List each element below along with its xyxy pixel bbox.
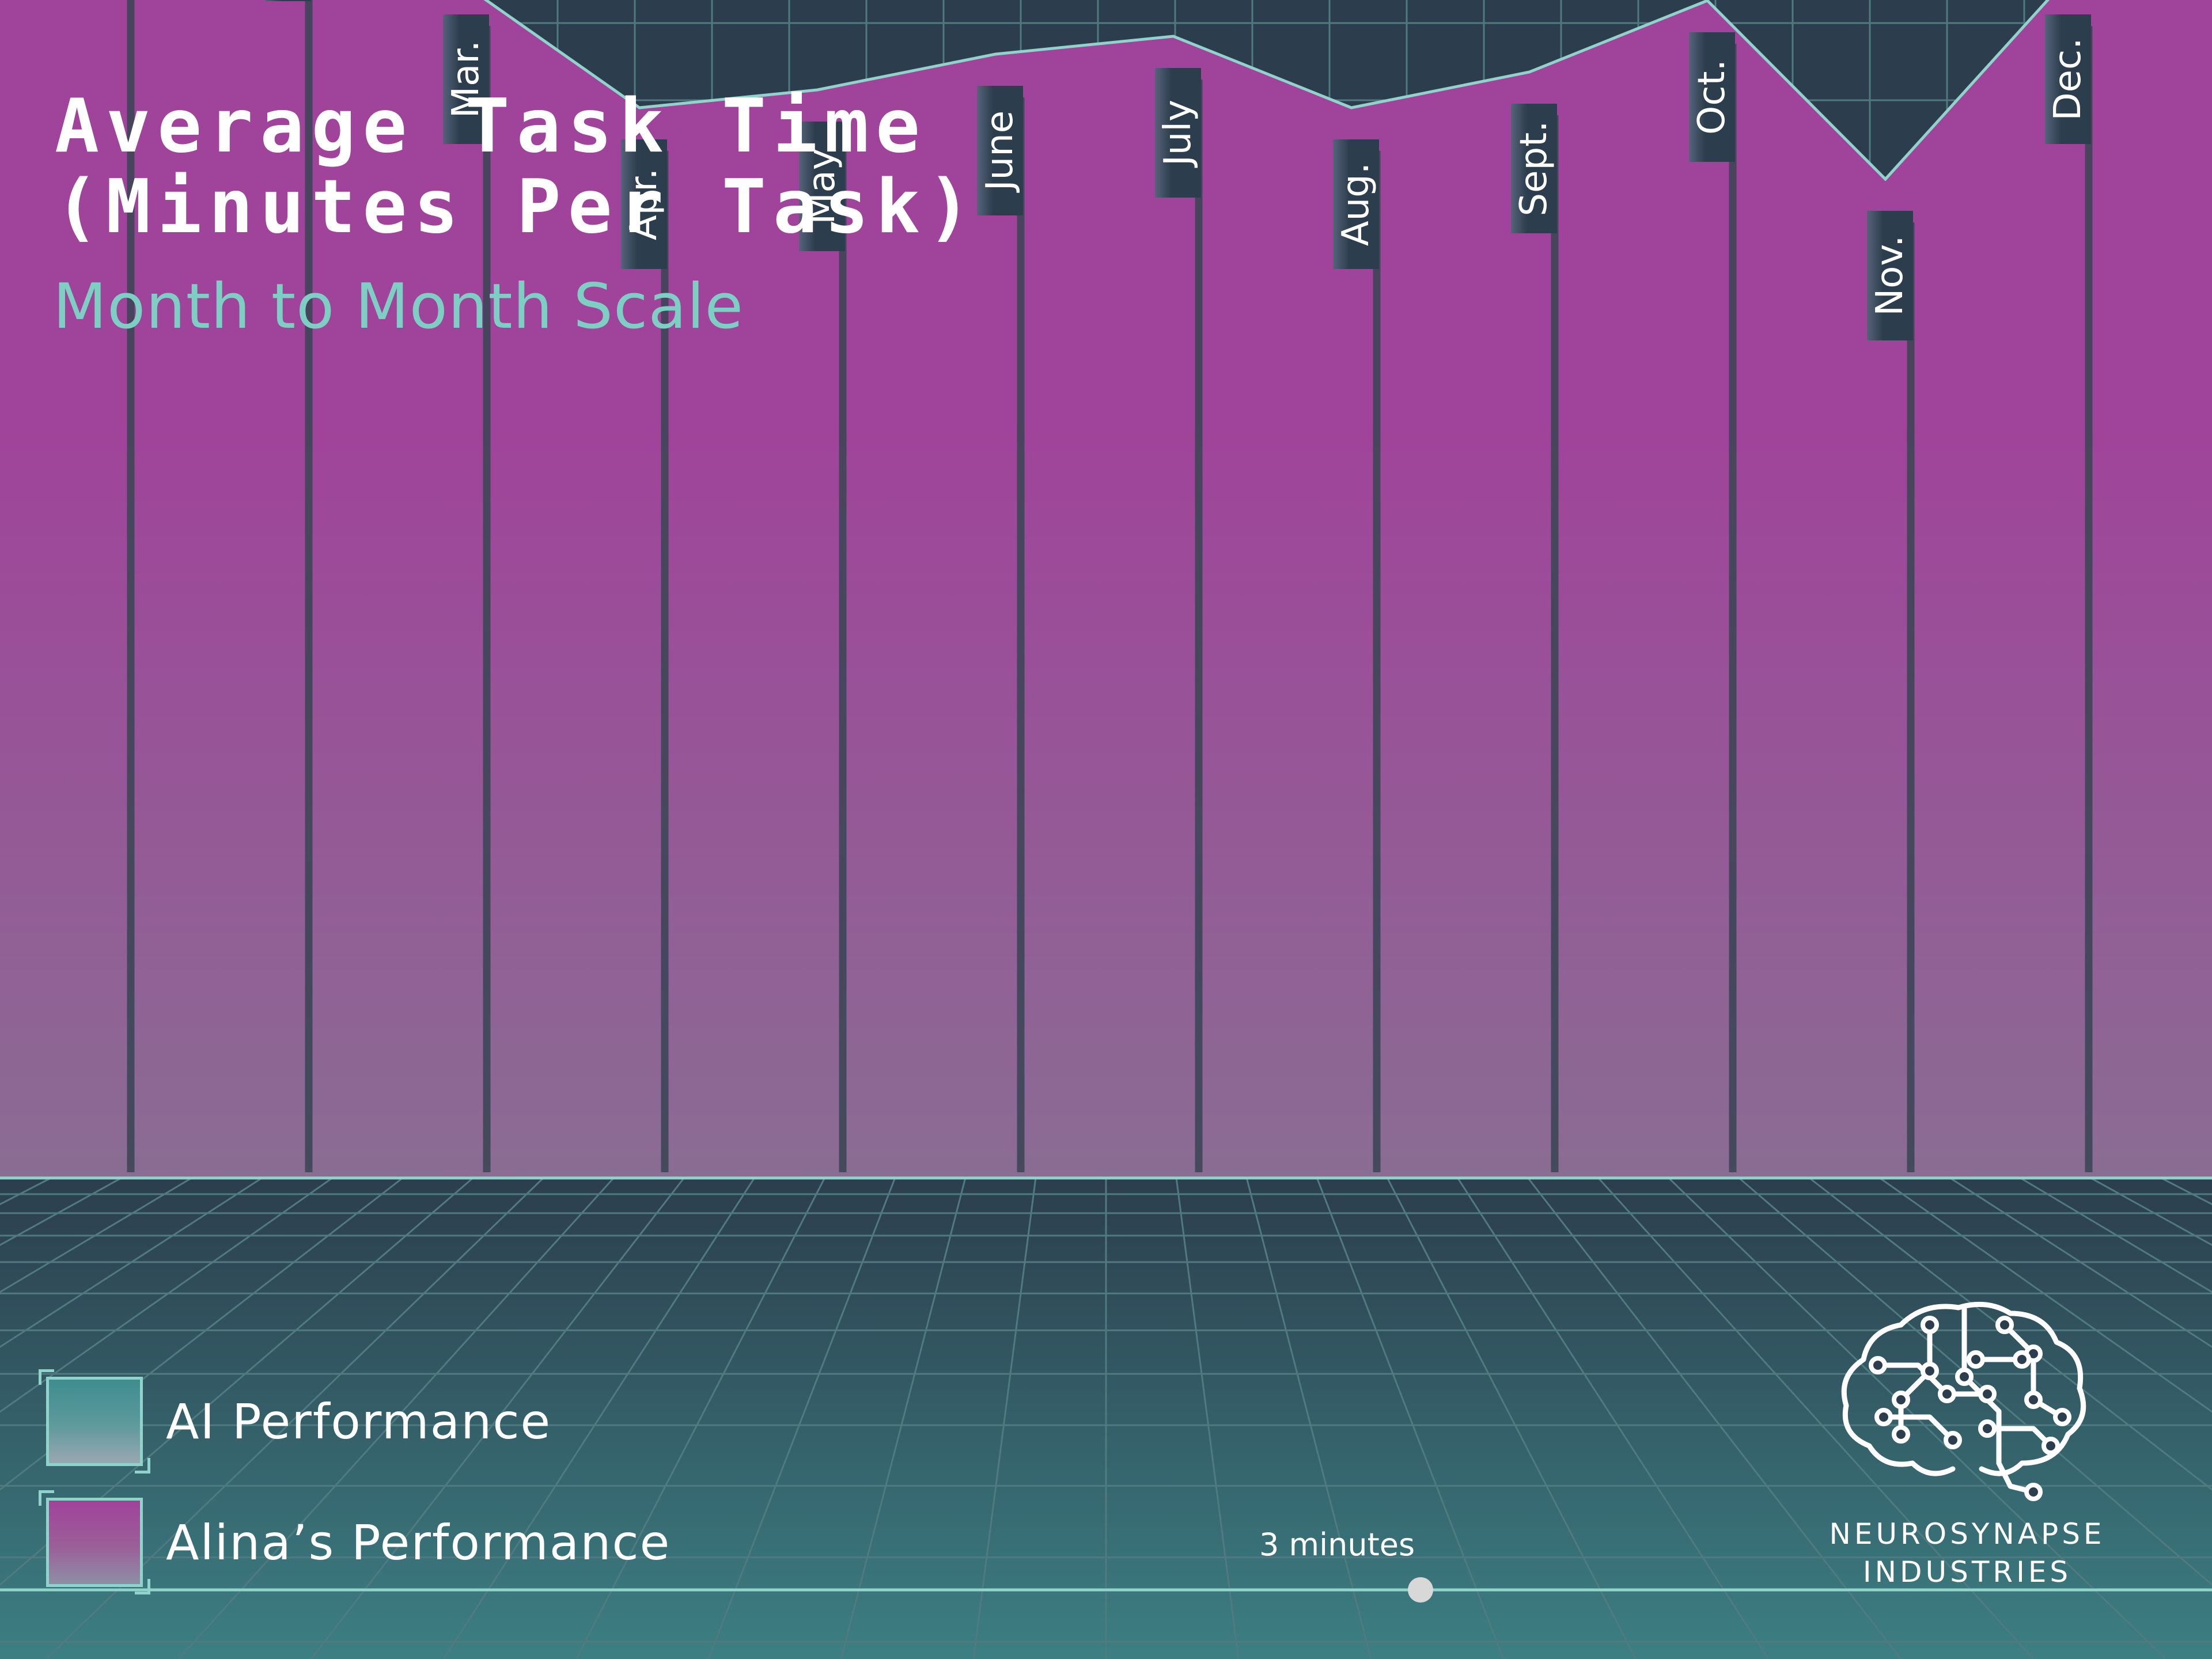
- month-label: Aug.: [1335, 162, 1377, 246]
- annotation-label: 3 minutes: [1259, 1527, 1415, 1563]
- month-flag-pole: [661, 151, 669, 1172]
- legend-swatch-ai: [39, 1369, 150, 1474]
- month-label: Nov.: [1869, 235, 1911, 316]
- month-label: Mar.: [445, 40, 487, 118]
- month-flag-tag: [265, 0, 311, 1]
- company-name-line-1: NEUROSYNAPSE: [1829, 1517, 2105, 1551]
- floor-grid-line: [1245, 1177, 1372, 1659]
- legend-swatch-alina: [39, 1490, 150, 1594]
- floor-grid-line: [1175, 1177, 1240, 1659]
- floor-grid-line: [1527, 1177, 1902, 1659]
- floor-grid-line: [0, 1177, 192, 1293]
- series-area-alina: [0, 0, 2212, 1178]
- month-flag-pole: [1551, 115, 1559, 1172]
- month-label: May: [801, 148, 843, 224]
- month-label: Dec.: [2047, 37, 2089, 120]
- floor-grid-line: [2020, 1177, 2212, 1293]
- floor-grid-line: [1316, 1177, 1505, 1659]
- floor-grid-line: [310, 1177, 685, 1659]
- floor-grid-line: [0, 1177, 333, 1413]
- legend-item-ai: AI Performance: [39, 1369, 552, 1474]
- chart-title: Average Task Time (Minutes Per Task): [55, 86, 978, 248]
- month-flag-pole: [1373, 151, 1381, 1172]
- month-flag-pole: [127, 0, 135, 1172]
- legend-label-ai: AI Performance: [166, 1393, 552, 1450]
- month-flag-pole: [1017, 97, 1025, 1172]
- month-label: Apr.: [623, 168, 665, 240]
- month-label: Oct.: [1691, 59, 1733, 135]
- month-flag-tag: [799, 122, 845, 251]
- month-flag-pole: [2085, 26, 2093, 1172]
- brain-circuit-icon: [1841, 1301, 2086, 1501]
- legend-item-alina: Alina’s Performance: [39, 1490, 671, 1594]
- month-flag-tag: [1333, 139, 1379, 269]
- floor-grid-line: [1387, 1177, 1637, 1659]
- month-flag-pole: [839, 133, 847, 1172]
- chart-title-line-2: (Minutes Per Task): [55, 164, 979, 250]
- floor-grid-line: [575, 1177, 825, 1659]
- floor-grid-line: [177, 1177, 615, 1659]
- floor-grid-line: [1879, 1177, 2212, 1413]
- month-flag-pole: [305, 0, 313, 1172]
- month-flag-tag: [977, 86, 1023, 215]
- floor-grid-line: [840, 1177, 967, 1659]
- month-label: Sept.: [1513, 120, 1555, 216]
- month-flag-tag: [443, 14, 489, 144]
- floor-grid-line: [707, 1177, 896, 1659]
- month-flag-pole: [1729, 44, 1737, 1172]
- floor-grid-line: [1809, 1177, 2212, 1491]
- chart-subtitle: Month to Month Scale: [53, 271, 744, 343]
- month-flag-pole: [1195, 79, 1203, 1172]
- month-flag-pole: [483, 26, 491, 1172]
- annotation-point: [1408, 1577, 1433, 1603]
- month-label: July: [1157, 100, 1199, 168]
- month-label: June: [979, 111, 1021, 193]
- floor-grid-line: [1597, 1177, 2035, 1659]
- month-flag-pole: [1907, 222, 1915, 1172]
- month-flag-tag: [621, 139, 667, 269]
- floor-grid-line: [1738, 1177, 2212, 1586]
- floor-grid-line: [1949, 1177, 2212, 1349]
- company-name-line-2: INDUSTRIES: [1862, 1555, 2072, 1589]
- company-name: NEUROSYNAPSE INDUSTRIES: [1786, 1515, 2149, 1591]
- legend-label-alina: Alina’s Performance: [166, 1514, 671, 1571]
- chart-title-line-1: Average Task Time: [55, 84, 927, 169]
- series-line-alina: [483, 0, 2050, 181]
- floor-grid-line: [0, 1177, 474, 1586]
- month-flag-tag: [1511, 104, 1557, 233]
- floor-grid-line: [442, 1177, 755, 1659]
- month-flag-tag: [1155, 68, 1201, 198]
- floor-grid-line: [1457, 1177, 1770, 1659]
- month-flag-tag: [1867, 211, 1913, 340]
- month-flag-tag: [2045, 14, 2091, 144]
- month-flag-tag: [1689, 32, 1735, 162]
- floor-grid-line: [0, 1177, 263, 1349]
- floor-grid-line: [972, 1177, 1037, 1659]
